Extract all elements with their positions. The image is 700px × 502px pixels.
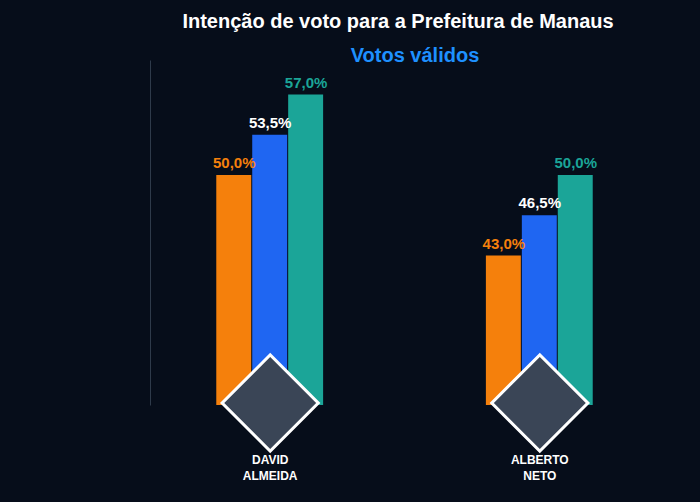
portrait	[492, 355, 588, 451]
portrait	[222, 355, 318, 451]
data-label: 53,5%	[249, 114, 292, 131]
data-labels: 50,0% 43,0% 53,5% 46,5% 57,0% 50,0%	[213, 74, 597, 252]
data-label: 46,5%	[519, 194, 562, 211]
data-label: 50,0%	[554, 154, 597, 171]
background	[0, 0, 700, 502]
x-tick-label: DAVIDALMEIDA	[243, 453, 298, 484]
bar	[216, 175, 251, 405]
subtitle: Votos válidos	[351, 44, 480, 66]
x-tick: DAVIDALMEIDA	[243, 452, 298, 483]
data-label: 50,0%	[213, 154, 256, 171]
data-label: 57,0%	[285, 74, 328, 91]
bar	[288, 95, 323, 406]
x-tick: ALBERTONETO	[511, 452, 569, 483]
data-label: 43,0%	[483, 235, 526, 252]
bar	[558, 175, 593, 405]
y-axis-line	[150, 61, 151, 406]
portraits	[222, 355, 588, 451]
x-axis: DAVIDALMEIDA ALBERTONETO	[243, 452, 569, 483]
x-tick-label: ALBERTONETO	[511, 453, 569, 484]
title: Intenção de voto para a Prefeitura de Ma…	[182, 10, 613, 32]
y-axis	[150, 61, 151, 406]
